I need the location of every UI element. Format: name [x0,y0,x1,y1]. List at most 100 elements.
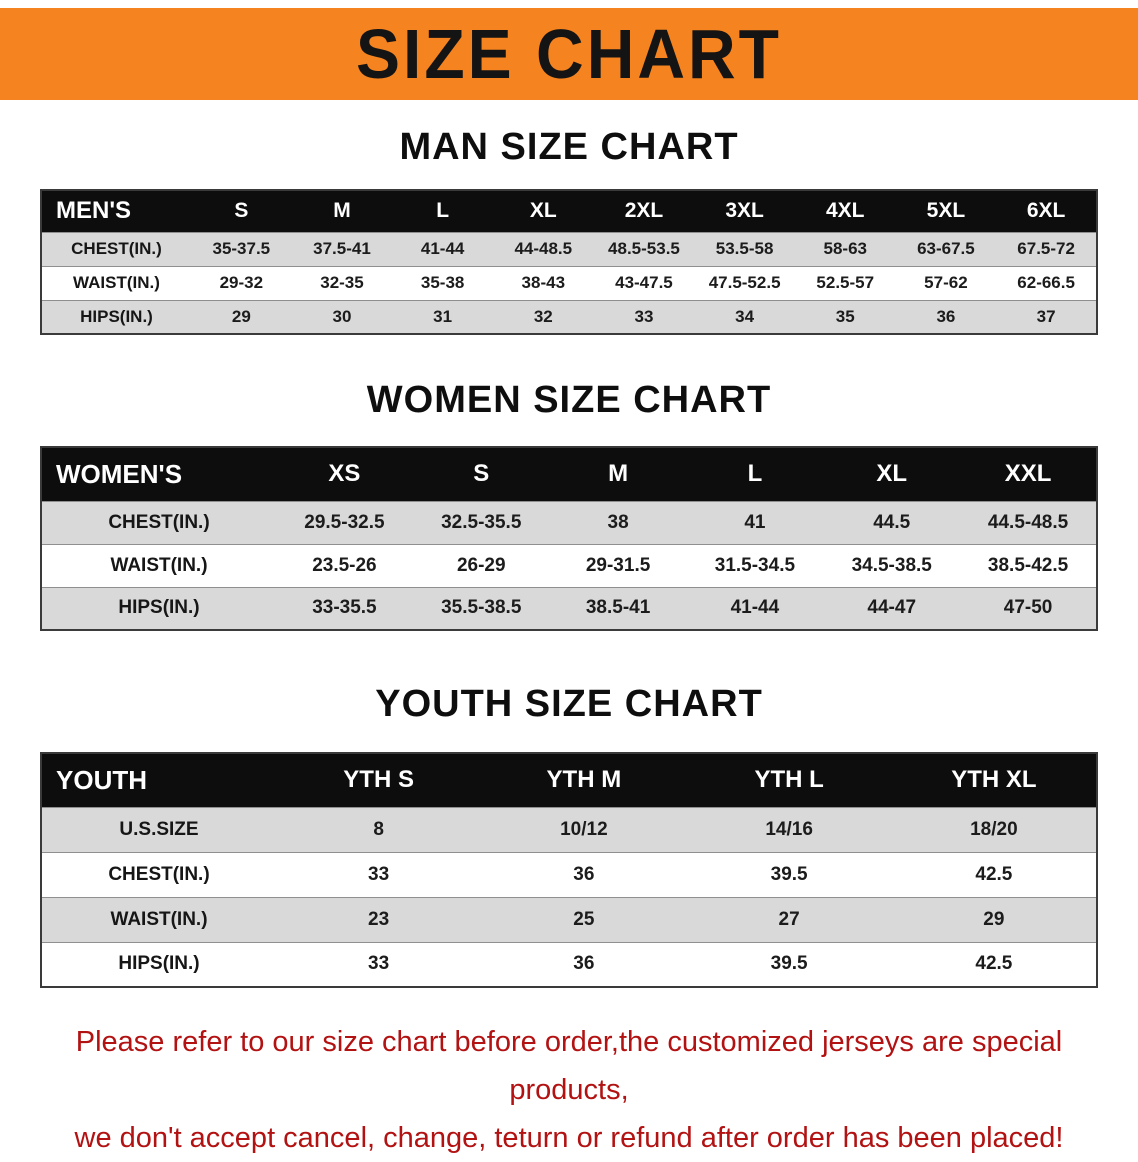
table-header-row: WOMEN'S XS S M L XL XXL [41,447,1097,501]
row-label: WAIST(IN.) [110,908,208,930]
size-value-cell: 67.5-72 [1017,239,1075,258]
size-column-header: XL [876,460,908,488]
banner-title: SIZE CHART [356,15,782,93]
row-label: CHEST(IN.) [108,863,210,885]
size-value-cell: 62-66.5 [1017,273,1075,292]
size-value-cell: 32 [533,306,553,326]
measurement-row: HIPS(IN.) 33 36 39.5 42.5 [41,942,1097,987]
row-label: WAIST(IN.) [73,273,160,292]
order-warning-line1: Please refer to our size chart before or… [75,1026,1063,1106]
size-value-cell: 41 [744,511,766,533]
size-column-header: YTH L [754,766,824,794]
size-value-cell: 38 [607,511,629,533]
row-label: HIPS(IN.) [80,306,153,326]
size-value-cell: 33 [368,863,390,885]
size-column-header: YTH XL [951,766,1037,794]
size-column-header: S [234,199,249,223]
size-value-cell: 30 [332,306,352,326]
size-column-header: XS [328,460,361,488]
youth-size-table: YOUTH YTH S YTH M YTH L YTH XL U.S.SIZE 8 10/12… [40,752,1098,988]
size-column-header: XL [529,199,557,223]
measurement-row: CHEST(IN.) 35-37.5 37.5-41 41-44 44-48.5 48.5… [41,232,1097,266]
size-value-cell: 27 [778,908,800,930]
size-value-cell: 26-29 [456,554,506,576]
size-value-cell: 29.5-32.5 [304,511,385,533]
size-chart-banner: SIZE CHART [0,8,1138,100]
order-warning-note: Please refer to our size chart before or… [30,1018,1108,1162]
size-value-cell: 44.5-48.5 [987,511,1069,533]
table-header-row: MEN'S S M L XL 2XL 3XL 4XL 5XL 6XL [41,190,1097,232]
size-value-cell: 58-63 [823,239,867,258]
size-value-cell: 44.5 [873,511,911,533]
men-section: MAN SIZE CHART MEN'S S M L XL 2XL 3XL 4XL 5XL 6XL… [0,126,1138,335]
row-label: U.S.SIZE [119,818,199,840]
size-value-cell: 41-44 [730,597,780,619]
size-value-cell: 18/20 [970,818,1018,840]
size-value-cell: 42.5 [975,953,1013,975]
size-value-cell: 23 [368,908,390,930]
size-value-cell: 33 [634,306,654,326]
table-corner-label: YOUTH [56,764,147,795]
size-value-cell: 57-62 [924,273,968,292]
size-value-cell: 33 [368,953,390,975]
size-value-cell: 10/12 [560,818,608,840]
size-value-cell: 29 [983,908,1005,930]
measurement-row: CHEST(IN.) 29.5-32.5 32.5-35.5 38 41 44.5 44.5… [41,501,1097,544]
measurement-row: HIPS(IN.) 29 30 31 32 33 34 35 36 37 [41,300,1097,334]
row-label: HIPS(IN.) [118,597,200,619]
size-column-header: L [436,199,450,223]
size-column-header: 5XL [926,199,966,223]
measurement-row: HIPS(IN.) 33-35.5 35.5-38.5 38.5-41 41-44 44-… [41,587,1097,630]
size-value-cell: 44-47 [867,597,917,619]
size-value-cell: 52.5-57 [816,273,875,292]
size-column-header: S [473,460,490,488]
size-value-cell: 39.5 [770,863,808,885]
size-value-cell: 35-37.5 [212,239,271,258]
measurement-row: U.S.SIZE 8 10/12 14/16 18/20 [41,807,1097,852]
size-value-cell: 35-38 [420,273,465,292]
size-value-cell: 36 [573,953,595,975]
size-column-header: 3XL [725,199,764,223]
size-value-cell: 34.5-38.5 [851,554,932,576]
size-column-header: L [747,460,763,488]
youth-section-heading: YOUTH SIZE CHART [375,683,763,725]
size-value-cell: 8 [373,818,384,840]
row-label: CHEST(IN.) [108,511,210,533]
size-value-cell: 14/16 [765,818,813,840]
measurement-row: CHEST(IN.) 33 36 39.5 42.5 [41,852,1097,897]
size-value-cell: 33-35.5 [312,597,377,619]
size-value-cell: 29-31.5 [585,554,651,576]
size-value-cell: 47-50 [1003,597,1053,619]
row-label: HIPS(IN.) [118,953,200,975]
measurement-row: WAIST(IN.) 23.5-26 26-29 29-31.5 31.5-34.5 34… [41,544,1097,587]
size-value-cell: 25 [573,908,595,930]
size-column-header: YTH S [343,766,414,794]
size-value-cell: 47.5-52.5 [708,273,781,292]
table-header-row: YOUTH YTH S YTH M YTH L YTH XL [41,753,1097,807]
size-value-cell: 44-48.5 [514,239,573,258]
measurement-row: WAIST(IN.) 29-32 32-35 35-38 38-43 43-47.5 47.… [41,266,1097,300]
men-section-heading: MAN SIZE CHART [399,126,739,168]
size-column-header: 4XL [826,199,865,223]
size-value-cell: 36 [936,306,956,326]
size-value-cell: 32-35 [320,273,364,292]
order-warning-line2: we don't accept cancel, change, teturn o… [74,1122,1064,1154]
size-value-cell: 36 [573,863,595,885]
size-column-header: 6XL [1026,199,1066,223]
size-value-cell: 37.5-41 [313,239,371,258]
size-value-cell: 38.5-41 [585,597,651,619]
women-section-heading: WOMEN SIZE CHART [366,379,772,421]
size-value-cell: 53.5-58 [715,239,774,258]
size-value-cell: 63-67.5 [917,239,975,258]
size-column-header: 2XL [624,199,664,223]
size-value-cell: 41-44 [420,239,465,258]
size-value-cell: 35 [835,306,855,326]
size-value-cell: 43-47.5 [615,273,673,292]
size-value-cell: 32.5-35.5 [441,511,522,533]
size-value-cell: 23.5-26 [312,554,377,576]
women-size-table: WOMEN'S XS S M L XL XXL CHEST(IN.) 29.5-32.5 32.5… [40,446,1098,631]
size-value-cell: 38-43 [521,273,566,292]
size-column-header: YTH M [546,766,622,794]
size-column-header: XXL [1004,460,1052,488]
